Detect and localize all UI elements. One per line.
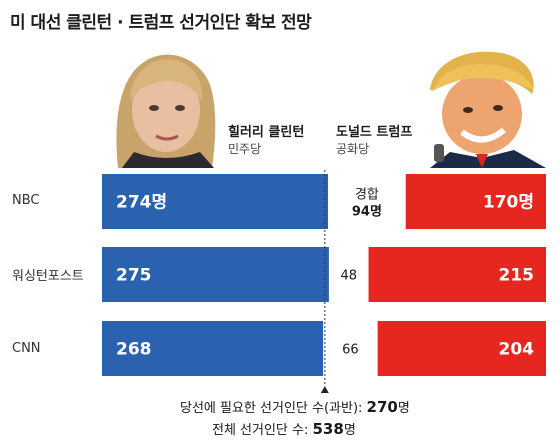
tossup-value-2: 66 xyxy=(342,343,359,358)
bar-clinton-1 xyxy=(102,247,329,302)
footnote-total-unit: 명 xyxy=(343,423,356,438)
bar-tossup-0 xyxy=(328,174,406,229)
value-label-trump-1: 215 xyxy=(499,266,535,286)
footnote-total-value: 538 xyxy=(312,420,344,438)
value-label-trump-0: 170명 xyxy=(483,193,534,213)
clinton-name: 힐러리 클린턴 xyxy=(228,125,305,140)
footnote-threshold: 당선에 필요한 선거인단 수(과반): 270명 xyxy=(0,397,560,416)
bar-tossup-2 xyxy=(323,321,378,376)
chart-title: 미 대선 클린턴 · 트럼프 선거인단 확보 전망 xyxy=(10,13,312,33)
trump-label: 도널드 트럼프 공화당 xyxy=(336,124,412,158)
clinton-portrait xyxy=(104,40,222,168)
value-label-trump-2: 204 xyxy=(499,340,535,360)
category-label-wapo: 워싱턴포스트 xyxy=(12,269,84,284)
tossup-value-0: 94명 xyxy=(352,204,382,220)
clinton-party: 민주당 xyxy=(228,142,262,156)
category-label-nbc: NBC xyxy=(12,193,40,208)
bar-trump-1 xyxy=(368,247,546,302)
footnote-threshold-text: 당선에 필요한 선거인단 수(과반): xyxy=(180,401,367,416)
clinton-label: 힐러리 클린턴 민주당 xyxy=(228,124,304,158)
value-label-clinton-1: 275 xyxy=(116,266,152,286)
bar-trump-0 xyxy=(405,174,546,229)
bar-trump-2 xyxy=(377,321,546,376)
footnote-total-text: 전체 선거인단 수: xyxy=(212,423,313,438)
footnote-total: 전체 선거인단 수: 538명 xyxy=(0,419,560,438)
bar-tossup-1 xyxy=(328,247,369,302)
tossup-title-0: 경합 xyxy=(355,188,379,203)
bar-clinton-2 xyxy=(102,321,324,376)
bar-clinton-0 xyxy=(102,174,329,229)
trump-party: 공화당 xyxy=(336,142,370,156)
trump-name: 도널드 트럼프 xyxy=(336,125,413,140)
tossup-value-1: 48 xyxy=(340,269,357,284)
value-label-clinton-2: 268 xyxy=(116,340,152,360)
footnote-threshold-value: 270 xyxy=(366,398,398,416)
threshold-marker xyxy=(320,386,329,393)
trump-portrait xyxy=(410,40,546,168)
category-label-cnn: CNN xyxy=(12,341,41,356)
footnote-threshold-unit: 명 xyxy=(397,401,410,416)
value-label-clinton-0: 274명 xyxy=(116,193,167,213)
